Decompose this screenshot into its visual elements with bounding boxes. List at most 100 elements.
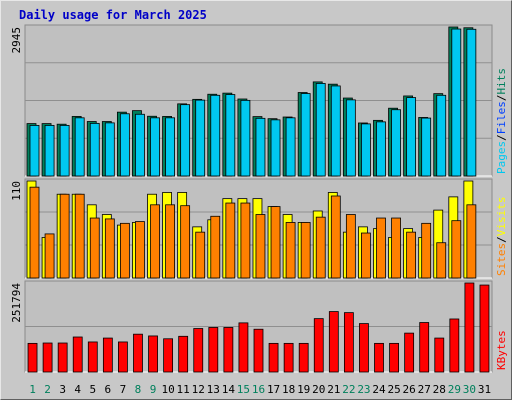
x-tick-label-day-26: 26	[403, 383, 416, 396]
bar-kbytes-day-8	[133, 333, 143, 373]
y-max-label-bottom: 251794	[10, 283, 23, 323]
bar-pages-day-1	[29, 125, 40, 177]
bar-kbytes-day-7	[118, 341, 128, 373]
bar-sites-day-13	[210, 215, 221, 279]
x-tick-label-day-16: 16	[252, 383, 265, 396]
bar-kbytes-day-3	[57, 342, 68, 373]
bar-kbytes-day-30	[464, 282, 475, 373]
legend-bottom: KBytes	[495, 330, 508, 370]
x-tick-label-day-6: 6	[105, 383, 112, 396]
bar-sites-day-18	[285, 222, 296, 279]
x-tick-label-day-20: 20	[312, 383, 325, 396]
bar-pages-day-24	[376, 121, 386, 177]
x-tick-label-day-25: 25	[387, 383, 400, 396]
bar-pages-day-14	[225, 94, 236, 177]
bar-sites-day-23	[361, 232, 371, 279]
legend-item-visits: Visits	[495, 197, 508, 237]
bar-pages-day-21	[330, 85, 341, 177]
bar-kbytes-day-1	[27, 342, 38, 373]
legend-separator: /	[495, 134, 508, 141]
bar-sites-day-14	[225, 202, 236, 279]
bar-sites-day-27	[421, 222, 432, 279]
bar-pages-day-25	[391, 109, 401, 177]
x-tick-label-day-5: 5	[89, 383, 96, 396]
bar-sites-day-19	[300, 222, 311, 279]
legend-item-kbytes: KBytes	[495, 330, 508, 370]
x-tick-label-day-14: 14	[222, 383, 236, 396]
bar-sites-day-4	[74, 193, 85, 279]
bar-sites-day-5	[89, 217, 100, 279]
bar-sites-day-8	[135, 221, 145, 279]
bar-kbytes-day-31	[479, 284, 490, 373]
bar-sites-day-28	[436, 242, 447, 279]
bar-sites-day-21	[330, 195, 341, 279]
bar-sites-day-3	[59, 193, 70, 279]
bar-kbytes-day-18	[283, 342, 294, 373]
bar-kbytes-day-6	[102, 337, 113, 373]
bar-kbytes-day-13	[208, 327, 219, 373]
x-tick-label-day-8: 8	[135, 383, 142, 396]
x-tick-label-day-15: 15	[237, 383, 250, 396]
bar-pages-day-29	[451, 28, 462, 177]
bar-kbytes-day-21	[328, 311, 339, 373]
bar-kbytes-day-19	[298, 342, 309, 373]
legend-item-hits: Hits	[495, 68, 508, 95]
bar-pages-day-3	[59, 125, 70, 177]
bar-pages-day-26	[406, 97, 417, 177]
y-max-label-top: 2945	[10, 27, 23, 54]
x-tick-label-day-31: 31	[478, 383, 491, 396]
x-tick-label-day-4: 4	[74, 383, 81, 396]
bar-sites-day-30	[466, 204, 477, 279]
x-tick-label-day-27: 27	[418, 383, 431, 396]
bar-pages-day-13	[210, 94, 221, 177]
legend-item-sites: Sites	[495, 243, 508, 276]
bar-kbytes-day-10	[163, 338, 174, 373]
bar-kbytes-day-22	[343, 312, 354, 373]
bar-sites-day-1	[29, 186, 40, 279]
bar-pages-day-8	[135, 113, 145, 177]
bar-sites-day-6	[104, 218, 115, 279]
bar-pages-day-22	[345, 99, 356, 177]
x-tick-label-day-2: 2	[44, 383, 51, 396]
bar-kbytes-day-15	[238, 322, 249, 373]
legend-item-pages: Pages	[495, 141, 508, 174]
bar-kbytes-day-2	[42, 342, 53, 373]
bar-sites-day-10	[165, 204, 175, 279]
x-tick-label-day-30: 30	[463, 383, 476, 396]
legend-top: Pages/Files/Hits	[495, 68, 508, 174]
bar-sites-day-9	[150, 204, 160, 279]
bar-kbytes-day-26	[404, 332, 415, 373]
bar-pages-day-23	[361, 123, 371, 177]
bar-sites-day-22	[345, 214, 356, 279]
x-tick-label-day-13: 13	[207, 383, 220, 396]
bar-pages-day-6	[104, 122, 115, 177]
bar-sites-day-29	[451, 220, 462, 279]
bar-sites-day-26	[406, 231, 417, 279]
bar-pages-day-30	[466, 28, 477, 177]
bar-kbytes-day-23	[359, 323, 369, 373]
bar-kbytes-day-28	[434, 337, 445, 373]
x-tick-label-day-21: 21	[327, 383, 340, 396]
bar-sites-day-11	[180, 205, 191, 279]
x-tick-label-day-9: 9	[150, 383, 157, 396]
bar-pages-day-4	[74, 117, 85, 177]
bar-sites-day-7	[119, 222, 130, 279]
x-tick-label-day-23: 23	[357, 383, 370, 396]
y-max-label-middle: 110	[10, 181, 23, 201]
bar-kbytes-day-4	[72, 336, 83, 373]
bar-sites-day-17	[270, 206, 281, 279]
bar-pages-day-17	[270, 119, 281, 177]
bar-kbytes-day-11	[178, 335, 189, 373]
legend-middle: Sites/Visits	[495, 197, 508, 277]
bar-pages-day-5	[89, 122, 100, 177]
bar-pages-day-18	[285, 117, 296, 177]
bar-kbytes-day-25	[389, 342, 399, 373]
bar-pages-day-7	[119, 113, 130, 177]
x-tick-label-day-22: 22	[342, 383, 355, 396]
x-tick-label-day-10: 10	[161, 383, 174, 396]
bar-pages-day-10	[165, 117, 175, 177]
x-tick-label-day-12: 12	[192, 383, 205, 396]
bar-kbytes-day-17	[268, 342, 279, 373]
bar-sites-day-15	[240, 202, 251, 279]
